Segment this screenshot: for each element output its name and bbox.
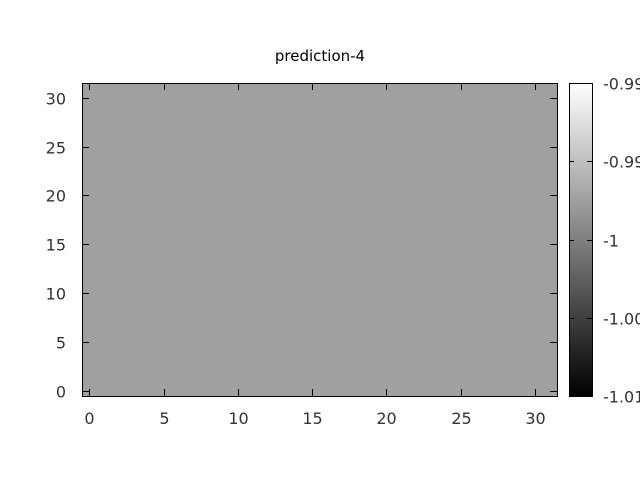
plot-area: 0 5 10 15 20 25 30 0 5 10 15 20 25 30 xyxy=(46,83,558,428)
y-tick-label: 10 xyxy=(46,285,66,304)
x-tick-label: 15 xyxy=(302,409,322,428)
colorbar-tick-label: -0.99 xyxy=(603,75,640,94)
y-tick-label: 5 xyxy=(56,334,66,353)
x-tick-label: 5 xyxy=(159,409,169,428)
chart-title: prediction-4 xyxy=(275,47,365,65)
y-tick-label: 15 xyxy=(46,236,66,255)
x-axis: 0 5 10 15 20 25 30 xyxy=(84,83,546,428)
colorbar-tick-label: -1.01 xyxy=(603,388,640,407)
colorbar: -0.99 -0.99 -1 -1.00 -1.01 xyxy=(569,75,640,407)
y-tick-label: 20 xyxy=(46,187,66,206)
y-tick-label: 30 xyxy=(46,90,66,109)
x-tick-label: 10 xyxy=(228,409,248,428)
colorbar-tick-label: -0.99 xyxy=(603,153,640,172)
y-axis: 0 5 10 15 20 25 30 xyxy=(46,90,557,402)
y-tick-label: 0 xyxy=(56,383,66,402)
x-tick-label: 20 xyxy=(376,409,396,428)
colorbar-tick-label: -1.00 xyxy=(603,310,640,329)
x-tick-label: 0 xyxy=(84,409,94,428)
colorbar-tick-label: -1 xyxy=(603,232,619,251)
x-tick-label: 25 xyxy=(451,409,471,428)
colorbar-ticks: -0.99 -0.99 -1 -1.00 -1.01 xyxy=(569,75,640,407)
colorbar-gradient xyxy=(569,83,592,396)
y-tick-label: 25 xyxy=(46,139,66,158)
heatmap-field xyxy=(82,83,557,396)
plot-border xyxy=(82,83,558,397)
x-tick-label: 30 xyxy=(525,409,545,428)
